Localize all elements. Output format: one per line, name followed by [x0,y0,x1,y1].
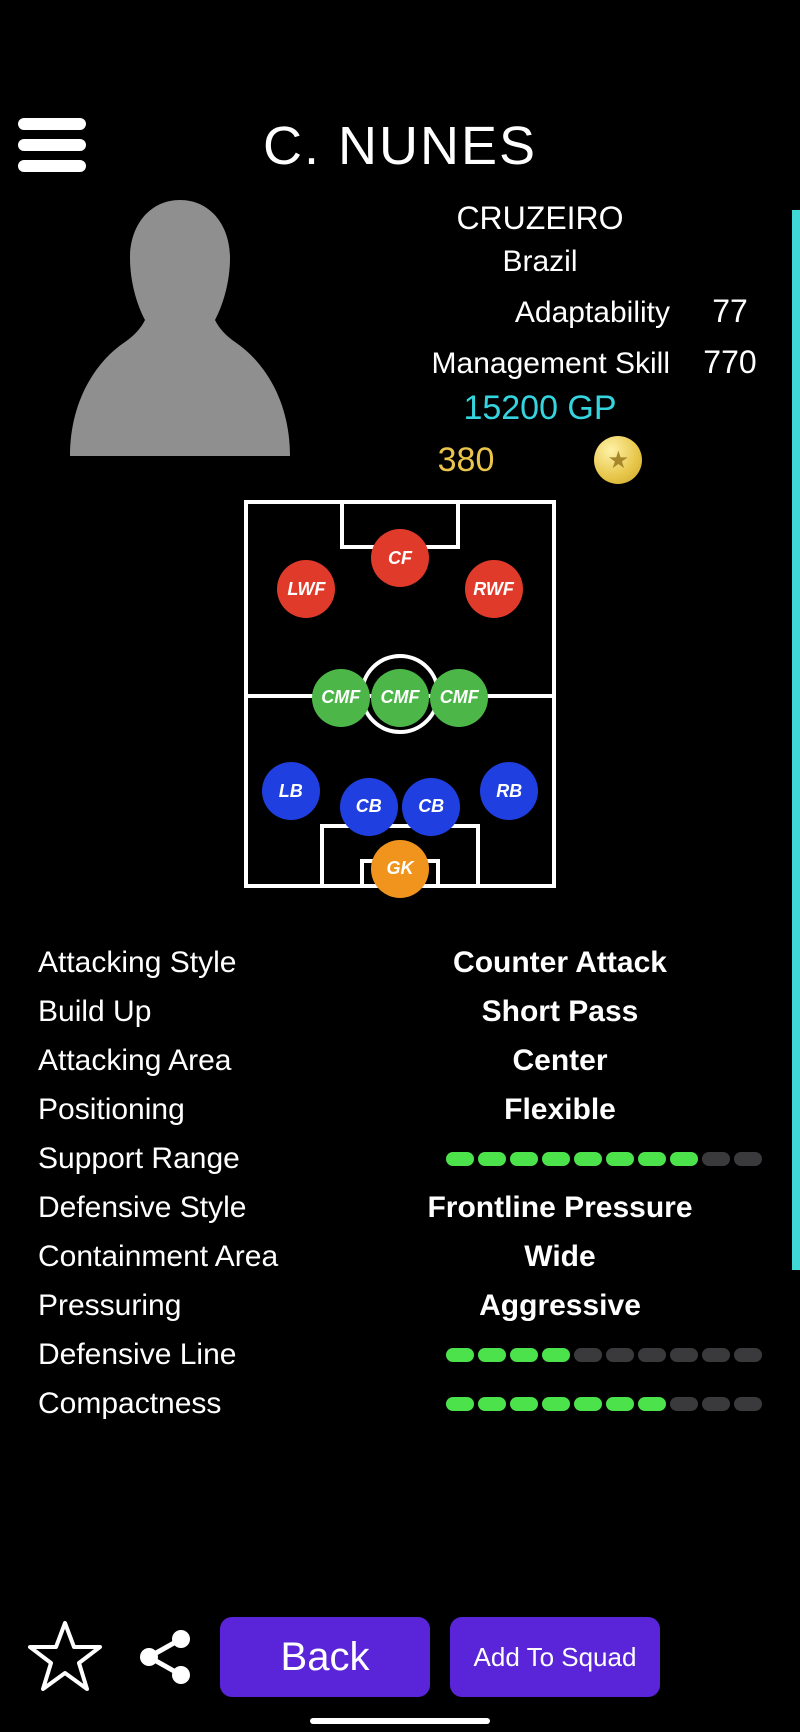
position-cb-8[interactable]: CB [402,778,460,836]
tactic-label: Build Up [38,995,358,1029]
tactic-label: Attacking Area [38,1044,358,1078]
club-name: CRUZEIRO [320,200,760,237]
tactic-label: Defensive Style [38,1191,358,1225]
management-label: Management Skill [432,347,670,381]
adaptability-label: Adaptability [515,296,670,330]
header: C. NUNES [0,0,800,190]
home-indicator [310,1718,490,1724]
tactic-bars [358,1152,762,1166]
tactic-value: Frontline Pressure [358,1191,762,1225]
footer-bar: Back Add To Squad [0,1602,800,1712]
tactic-value: Wide [358,1240,762,1274]
tactics-list: Attacking StyleCounter AttackBuild UpSho… [38,938,762,1428]
tactic-row-5: Defensive StyleFrontline Pressure [38,1183,762,1232]
tactic-row-8: Defensive Line [38,1330,762,1379]
coin-icon: ★ [594,436,642,484]
tactic-label: Containment Area [38,1240,358,1274]
favorite-button[interactable] [20,1612,110,1702]
country-name: Brazil [320,245,760,279]
avatar-silhouette [70,190,290,456]
tactic-row-1: Build UpShort Pass [38,987,762,1036]
tactic-value: Center [358,1044,762,1078]
tactic-value: Short Pass [358,995,762,1029]
tactic-row-6: Containment AreaWide [38,1232,762,1281]
adaptability-value: 77 [700,293,760,330]
tactic-value: Flexible [358,1093,762,1127]
position-lwf-1[interactable]: LWF [277,560,335,618]
position-rwf-2[interactable]: RWF [465,560,523,618]
page-title: C. NUNES [0,115,800,177]
position-cmf-3[interactable]: CMF [312,669,370,727]
position-gk-10[interactable]: GK [371,840,429,898]
back-button[interactable]: Back [220,1617,430,1697]
position-rb-9[interactable]: RB [480,762,538,820]
tactic-row-9: Compactness [38,1379,762,1428]
tactic-value: Aggressive [358,1289,762,1323]
tactic-label: Support Range [38,1142,358,1176]
position-cf-0[interactable]: CF [371,529,429,587]
gp-value: 15200 GP [320,389,760,428]
tactic-label: Defensive Line [38,1338,358,1372]
tactic-label: Compactness [38,1387,358,1421]
add-to-squad-button[interactable]: Add To Squad [450,1617,660,1697]
position-cb-7[interactable]: CB [340,778,398,836]
position-cmf-5[interactable]: CMF [430,669,488,727]
tactic-value: Counter Attack [358,946,762,980]
tactic-label: Attacking Style [38,946,358,980]
player-info: CRUZEIRO Brazil Adaptability 77 Manageme… [0,190,800,470]
tactic-row-0: Attacking StyleCounter Attack [38,938,762,987]
management-value: 770 [700,344,760,381]
tactic-row-7: PressuringAggressive [38,1281,762,1330]
share-button[interactable] [130,1622,200,1692]
tactic-bars [358,1397,762,1411]
tactic-label: Positioning [38,1093,358,1127]
tactic-row-3: PositioningFlexible [38,1085,762,1134]
tactic-row-2: Attacking AreaCenter [38,1036,762,1085]
formation-pitch: CFLWFRWFCMFCMFCMFLBCBCBRBGK [244,500,556,888]
coins-value: 380 [438,441,495,480]
position-cmf-4[interactable]: CMF [371,669,429,727]
position-lb-6[interactable]: LB [262,762,320,820]
tactic-row-4: Support Range [38,1134,762,1183]
tactic-bars [358,1348,762,1362]
tactic-label: Pressuring [38,1289,358,1323]
